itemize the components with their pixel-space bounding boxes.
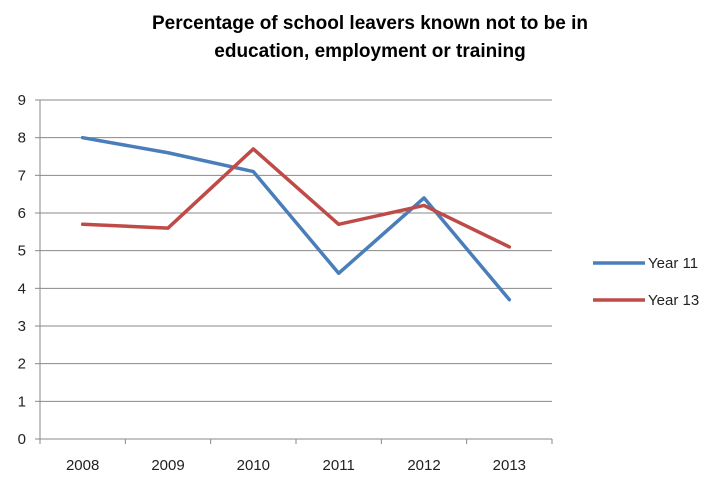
x-tick-label: 2013 [493, 457, 526, 474]
data-point-year-11 [81, 136, 85, 140]
y-tick-label: 6 [18, 205, 26, 222]
series-lines [80, 135, 512, 302]
y-tick-label: 9 [18, 92, 26, 109]
y-tick-label: 7 [18, 167, 26, 184]
x-tick-label: 2011 [323, 457, 355, 474]
gridlines [40, 99, 552, 402]
x-tick-label: 2009 [151, 457, 184, 474]
data-point-year-13 [337, 222, 341, 226]
legend: Year 11 Year 13 [593, 255, 699, 309]
y-tick-label: 5 [18, 243, 26, 260]
y-tick-label: 3 [18, 318, 26, 335]
data-point-year-13 [251, 147, 255, 151]
x-tick-label: 2008 [66, 457, 99, 474]
data-point-year-11 [507, 298, 511, 302]
legend-label: Year 11 [648, 255, 698, 272]
y-tick-label: 2 [18, 356, 26, 373]
data-point-year-11 [251, 170, 255, 174]
data-point-year-13 [507, 245, 511, 249]
y-tick-label: 4 [18, 280, 26, 297]
series-line-year-13 [80, 147, 512, 249]
y-tick-label: 8 [18, 130, 26, 147]
chart-title: Percentage of school leavers known not t… [151, 13, 589, 62]
data-point-year-13 [81, 222, 85, 226]
series-line-year-11 [80, 135, 512, 302]
x-tick-label: 2012 [407, 457, 440, 474]
legend-label: Year 13 [648, 292, 699, 309]
y-tick-label: 0 [18, 431, 26, 448]
y-tick-label: 1 [18, 393, 26, 410]
x-tick-label: 2010 [237, 457, 270, 474]
data-point-year-13 [166, 226, 170, 230]
data-point-year-11 [166, 151, 170, 155]
data-point-year-13 [422, 203, 426, 207]
axes: 0 1 2 3 4 5 6 7 8 9 2008 2009 2010 2011 2012 2013 [18, 92, 553, 474]
data-point-year-11 [337, 271, 341, 275]
data-point-year-11 [422, 196, 426, 200]
